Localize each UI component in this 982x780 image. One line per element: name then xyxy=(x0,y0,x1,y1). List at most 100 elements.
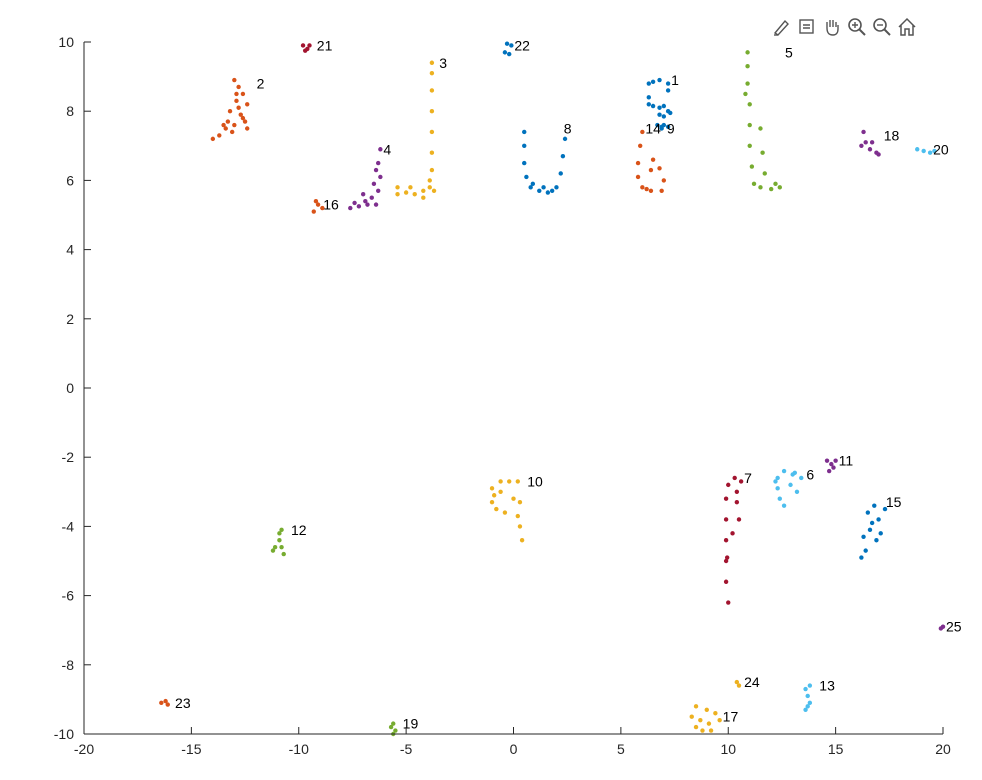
data-point xyxy=(429,88,435,93)
x-tick-label: 10 xyxy=(720,741,736,757)
data-point xyxy=(777,185,782,190)
data-point xyxy=(270,548,276,553)
x-tick-label: -15 xyxy=(181,741,201,757)
data-point xyxy=(549,188,555,193)
data-point xyxy=(751,181,757,187)
data-point xyxy=(277,531,282,536)
cluster-2: 2 xyxy=(210,76,265,142)
data-point xyxy=(502,50,508,55)
cluster-3: 3 xyxy=(395,55,447,200)
cluster-label: 2 xyxy=(257,76,265,92)
data-point xyxy=(429,129,435,135)
data-point xyxy=(238,112,243,117)
data-point xyxy=(726,600,731,605)
data-point xyxy=(648,167,654,173)
data-point xyxy=(163,698,168,704)
data-point xyxy=(833,458,838,463)
y-tick-label: 0 xyxy=(66,380,74,396)
data-point xyxy=(758,185,763,190)
x-tick-label: 0 xyxy=(510,741,518,757)
data-point xyxy=(507,51,512,57)
cluster-label: 6 xyxy=(806,467,814,483)
cluster-label: 18 xyxy=(884,127,900,143)
data-point xyxy=(794,489,800,494)
cluster-label: 4 xyxy=(383,141,391,157)
data-point xyxy=(279,544,284,550)
data-point xyxy=(517,524,523,529)
data-point xyxy=(859,143,864,148)
data-cursor-icon[interactable] xyxy=(795,15,819,39)
cluster-25: 25 xyxy=(938,619,962,635)
data-point xyxy=(863,140,868,145)
cluster-9: 9 xyxy=(655,121,675,137)
data-point xyxy=(356,204,362,209)
data-point xyxy=(311,209,316,214)
zoom-in-icon[interactable] xyxy=(845,15,869,39)
data-point xyxy=(792,470,798,475)
data-point xyxy=(736,683,742,688)
data-point xyxy=(829,461,834,467)
cluster-20: 20 xyxy=(915,141,949,157)
data-point xyxy=(665,124,671,129)
data-point xyxy=(489,486,495,491)
data-point xyxy=(747,122,752,128)
data-point xyxy=(700,728,705,733)
cluster-label: 19 xyxy=(403,716,419,732)
data-point xyxy=(708,728,714,733)
data-point xyxy=(373,202,379,207)
data-point xyxy=(824,458,830,463)
cluster-label: 5 xyxy=(785,44,793,60)
data-point xyxy=(745,50,750,55)
zoom-out-icon[interactable] xyxy=(870,15,894,39)
data-point xyxy=(502,510,508,515)
cluster-4: 4 xyxy=(348,141,391,211)
data-point xyxy=(223,126,228,131)
data-point xyxy=(348,205,353,211)
data-point xyxy=(803,707,808,712)
data-point xyxy=(558,171,563,176)
data-point xyxy=(562,136,568,142)
data-point xyxy=(391,721,396,726)
data-point xyxy=(229,129,235,135)
axes-toolbar xyxy=(770,14,919,40)
data-point xyxy=(807,700,813,706)
cluster-21: 21 xyxy=(300,37,333,53)
data-point xyxy=(240,91,246,97)
y-tick-label: -6 xyxy=(62,588,75,604)
data-point xyxy=(921,148,926,154)
data-point xyxy=(668,110,673,116)
data-point xyxy=(865,510,871,515)
data-point xyxy=(373,167,379,173)
cluster-12: 12 xyxy=(270,522,307,557)
data-point xyxy=(545,190,551,195)
data-point xyxy=(878,531,883,536)
cluster-6: 6 xyxy=(773,467,814,508)
restore-view-icon[interactable] xyxy=(895,15,919,39)
data-point xyxy=(655,122,660,128)
cluster-5: 5 xyxy=(743,44,793,192)
data-point xyxy=(859,555,864,560)
data-point xyxy=(429,150,435,155)
data-point xyxy=(352,200,357,206)
data-point xyxy=(876,517,881,522)
data-point xyxy=(517,499,523,505)
cluster-13: 13 xyxy=(803,678,835,712)
data-point xyxy=(698,717,703,723)
cluster-24: 24 xyxy=(734,674,760,690)
data-point xyxy=(932,148,937,154)
pan-icon[interactable] xyxy=(820,15,844,39)
data-point xyxy=(232,77,237,83)
data-point xyxy=(805,693,810,699)
data-point xyxy=(210,136,216,142)
x-tick-label: 20 xyxy=(935,741,951,757)
data-point xyxy=(874,538,879,543)
brush-data-icon[interactable] xyxy=(770,15,794,39)
data-point xyxy=(734,489,740,494)
data-point xyxy=(395,185,400,190)
cluster-14: 14 xyxy=(635,121,667,193)
data-point xyxy=(869,140,875,145)
data-point xyxy=(403,190,409,195)
y-tick-label: -4 xyxy=(62,518,75,534)
x-tick-label: 15 xyxy=(828,741,844,757)
